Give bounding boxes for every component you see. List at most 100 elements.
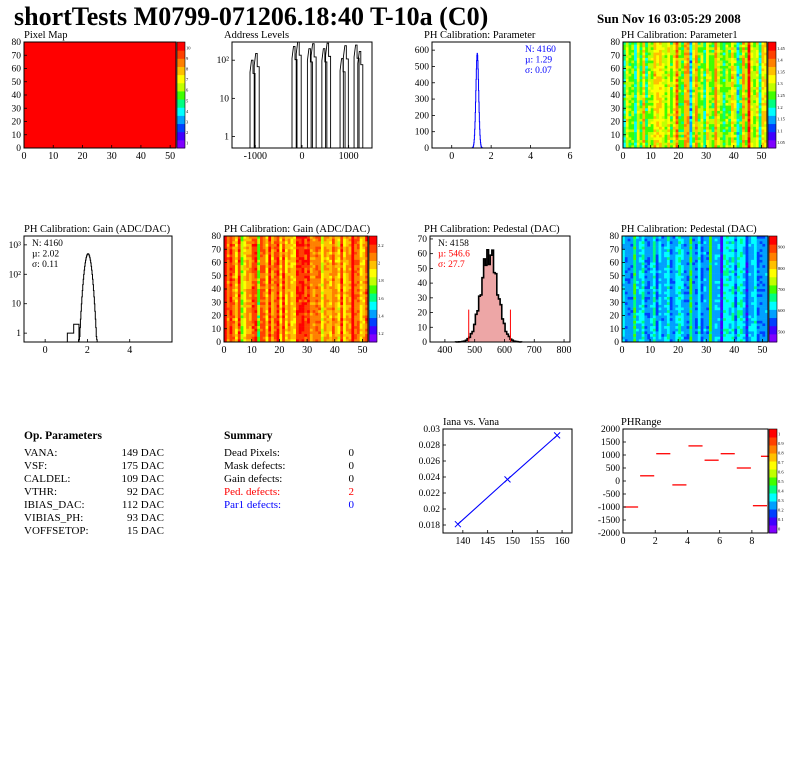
heatmap-cell (329, 320, 333, 324)
heatmap-cell (686, 95, 690, 98)
heatmap-cell (229, 289, 233, 292)
heatmap-cell (284, 249, 288, 253)
heatmap-cell (661, 65, 665, 69)
heatmap-cell (271, 291, 275, 295)
heatmap-cell (739, 73, 743, 77)
heatmap-cell (650, 87, 654, 90)
heatmap-cell (631, 89, 635, 93)
chart-title: PH Calibration: Pedestal (DAC) (424, 224, 560, 235)
heatmap-cell (229, 243, 233, 247)
heatmap-cell (260, 339, 264, 343)
heatmap-cell (312, 312, 316, 316)
heatmap-cell (686, 49, 690, 53)
heatmap-cell (356, 310, 360, 314)
heatmap-cell (725, 118, 729, 122)
heatmap-cell (226, 296, 230, 300)
heatmap-cell (240, 265, 244, 269)
heatmap-cell (257, 302, 261, 306)
heatmap-cell (652, 275, 656, 279)
heatmap-cell (672, 102, 676, 106)
heatmap-cell (711, 84, 715, 88)
heatmap-cell (627, 267, 631, 271)
x-tick-label: 4 (127, 345, 132, 356)
heatmap-cell (647, 278, 651, 282)
heatmap-cell (744, 121, 748, 125)
heatmap-cell (725, 105, 729, 109)
heatmap-cell (284, 299, 288, 303)
heatmap-cell (312, 307, 316, 311)
heatmap-cell (714, 49, 718, 53)
heatmap-cell (622, 336, 626, 340)
heatmap-cell (655, 336, 659, 340)
heatmap-cell (672, 65, 676, 69)
heatmap-cell (251, 259, 255, 263)
heatmap-cell (634, 95, 638, 98)
heatmap-cell (625, 116, 629, 120)
heatmap-cell (235, 265, 239, 269)
heatmap-cell (739, 108, 743, 112)
heatmap-cell (326, 257, 330, 261)
heatmap-cell (332, 236, 336, 239)
heatmap-cell (273, 262, 277, 266)
heatmap-cell (334, 286, 338, 290)
heatmap-cell (750, 145, 754, 149)
heatmap-cell (359, 323, 363, 327)
heatmap-cell (240, 328, 244, 332)
heatmap-cell (700, 129, 704, 133)
heatmap-cell (742, 134, 746, 138)
heatmap-cell (634, 57, 638, 61)
heatmap-cell (298, 312, 302, 316)
y-tick-label: 10 (611, 131, 621, 141)
heatmap-cell (708, 140, 712, 143)
y-tick-label: 30 (418, 294, 428, 304)
heatmap-cell (251, 275, 255, 279)
heatmap-cell (641, 278, 645, 282)
heatmap-cell (733, 145, 737, 149)
heatmap-cell (332, 257, 336, 261)
heatmap-cell (232, 283, 236, 287)
heatmap-cell (659, 145, 663, 149)
heatmap-cell (296, 334, 300, 337)
color-scale-band (369, 333, 377, 343)
heatmap-cell (731, 52, 735, 56)
heatmap-cell (243, 294, 247, 298)
heatmap-cell (229, 273, 233, 277)
heatmap-cell (706, 42, 710, 45)
heatmap-cell (697, 73, 701, 77)
heatmap-cell (271, 243, 275, 247)
heatmap-cell (329, 331, 333, 335)
heatmap-cell (708, 118, 712, 122)
heatmap-cell (287, 302, 291, 306)
heatmap-cell (315, 336, 319, 340)
heatmap-cell (697, 102, 701, 106)
heatmap-cell (262, 318, 266, 322)
heatmap-cell (622, 289, 626, 292)
heatmap-cell (320, 267, 324, 271)
heatmap-cell (653, 55, 657, 59)
heatmap-cell (761, 142, 765, 146)
heatmap-cell (736, 63, 740, 67)
heatmap-cell (717, 52, 721, 56)
heatmap-cell (706, 89, 710, 93)
heatmap-cell (636, 126, 640, 130)
color-scale-label: 1.3 (777, 81, 783, 86)
heatmap-cell (725, 73, 729, 77)
heatmap-cell (340, 334, 344, 337)
heatmap-cell (719, 55, 723, 59)
heatmap-cell (641, 254, 645, 258)
heatmap-cell (747, 132, 751, 136)
heatmap-cell (755, 81, 759, 85)
heatmap-cell (753, 68, 757, 72)
heatmap-cell (655, 243, 659, 247)
heatmap-cell (301, 259, 305, 263)
heatmap-cell (645, 108, 649, 112)
heatmap-cell (653, 126, 657, 130)
heatmap-cell (257, 318, 261, 322)
heatmap-cell (641, 328, 645, 332)
heatmap-cell (348, 278, 352, 282)
heatmap-cell (733, 95, 737, 98)
heatmap-cell (658, 291, 662, 295)
heatmap-cell (753, 102, 757, 106)
heatmap-cell (226, 257, 230, 261)
heatmap-cell (624, 304, 628, 308)
